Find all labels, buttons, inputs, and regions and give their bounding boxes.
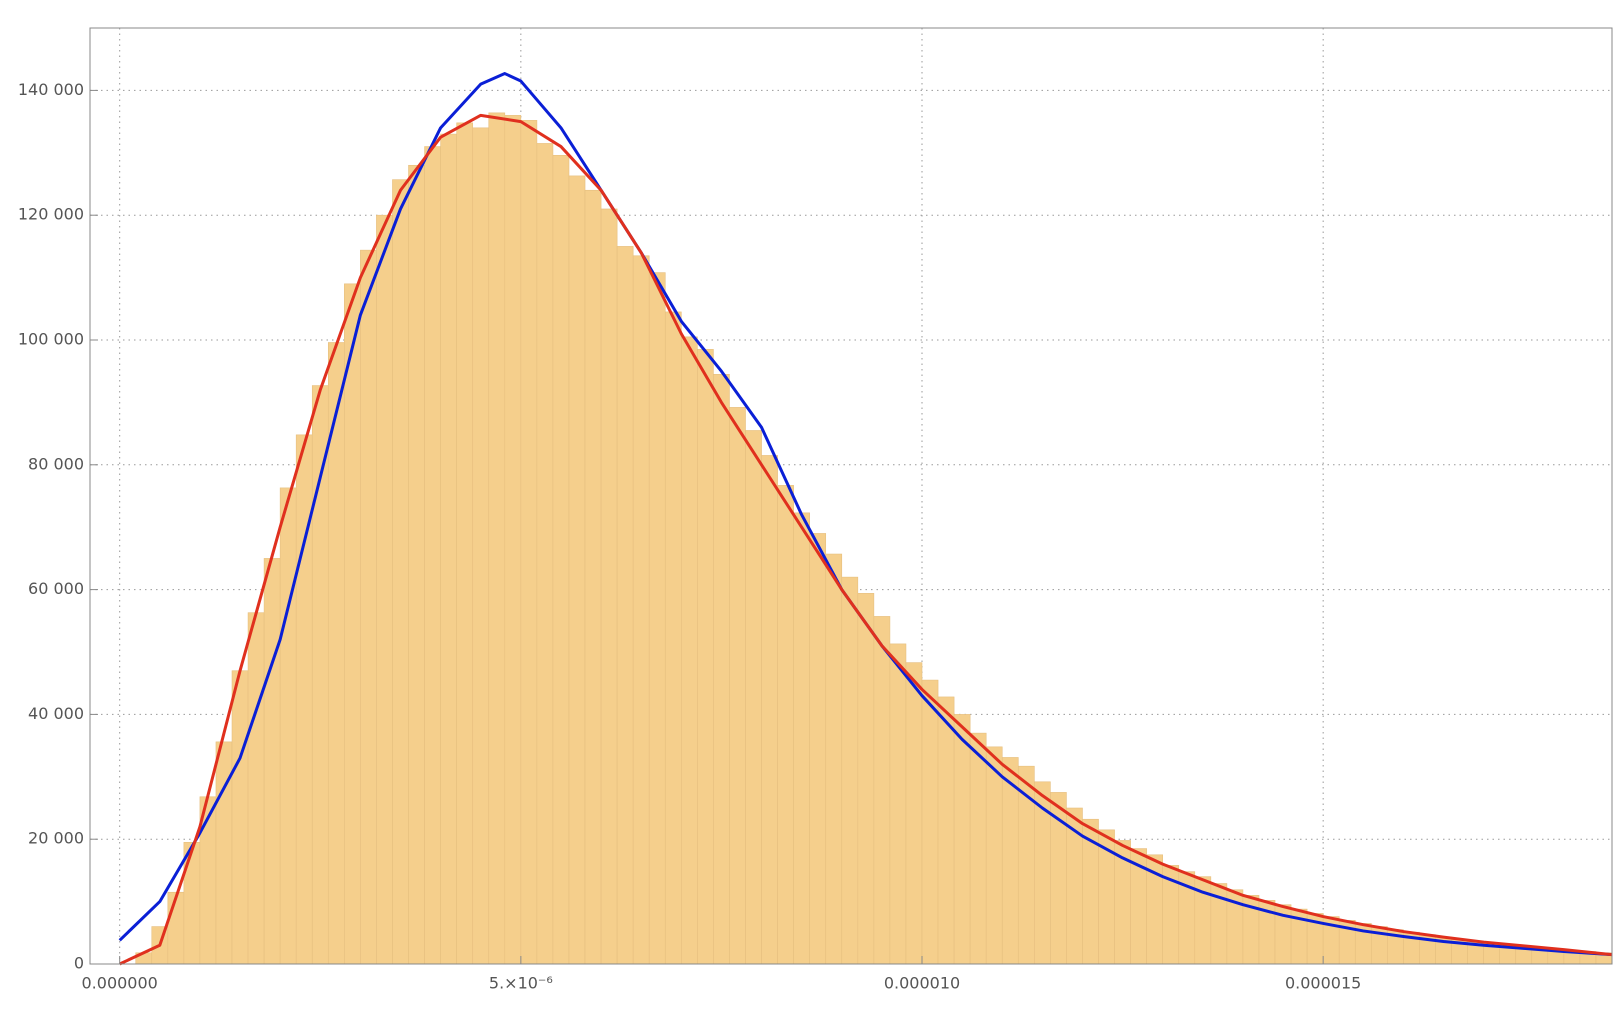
bar xyxy=(889,643,907,965)
y-tick-label: 20 000 xyxy=(28,829,84,848)
bar xyxy=(969,732,987,965)
y-tick-label: 100 000 xyxy=(18,330,84,349)
bar xyxy=(825,553,843,965)
histogram xyxy=(135,112,1613,965)
bar xyxy=(552,154,570,965)
bar xyxy=(616,246,634,965)
bar xyxy=(440,133,457,965)
bar xyxy=(263,558,281,965)
y-tick-label: 120 000 xyxy=(18,205,84,224)
bar xyxy=(937,696,955,965)
bar xyxy=(456,122,474,965)
bar xyxy=(167,891,185,965)
bar xyxy=(664,311,682,965)
bar xyxy=(632,255,650,965)
y-tick-label: 80 000 xyxy=(28,454,84,473)
bar xyxy=(360,249,377,965)
bar xyxy=(392,179,409,965)
bar xyxy=(568,175,586,965)
bar xyxy=(841,576,859,965)
y-tick-label: 140 000 xyxy=(18,80,84,99)
x-tick-label: 5.×10⁻⁶ xyxy=(489,974,553,993)
curves xyxy=(118,72,1612,966)
bar xyxy=(488,112,506,965)
bar xyxy=(809,533,827,965)
bar xyxy=(713,374,730,965)
x-tick-label: 0.000015 xyxy=(1285,974,1361,993)
axes: 0 20 000 40 000 60 000 80 000 100 000 120 000 1… xyxy=(18,27,1613,993)
bar xyxy=(247,612,265,965)
bar xyxy=(905,662,923,965)
bar xyxy=(985,746,1003,965)
x-tick-label: 0.000010 xyxy=(884,974,960,993)
bar xyxy=(600,208,618,965)
fit-curve xyxy=(119,113,1612,966)
bar xyxy=(729,407,746,965)
bar xyxy=(761,455,778,965)
bar xyxy=(536,143,554,965)
bar xyxy=(424,146,441,965)
bar xyxy=(231,670,249,965)
bar xyxy=(183,842,201,965)
bar xyxy=(681,336,698,965)
bar xyxy=(777,485,794,965)
bar xyxy=(584,189,602,965)
bar xyxy=(344,283,361,965)
bar xyxy=(873,616,891,965)
y-tick-label: 40 000 xyxy=(28,704,84,723)
x-tick-label: 0.000000 xyxy=(82,974,158,993)
bar xyxy=(921,679,939,965)
bar xyxy=(376,214,393,965)
bar xyxy=(648,272,666,965)
bar xyxy=(857,593,875,965)
bar xyxy=(793,512,810,965)
y-tick-label: 0 xyxy=(74,954,84,973)
bar xyxy=(697,349,714,965)
bar xyxy=(279,487,297,965)
bar xyxy=(472,127,490,965)
plot-frame xyxy=(89,27,1613,965)
y-tick-label: 60 000 xyxy=(28,579,84,598)
bar xyxy=(408,164,425,965)
bar xyxy=(745,430,762,965)
bar xyxy=(953,714,971,965)
bar xyxy=(520,120,538,965)
bar xyxy=(504,115,522,965)
